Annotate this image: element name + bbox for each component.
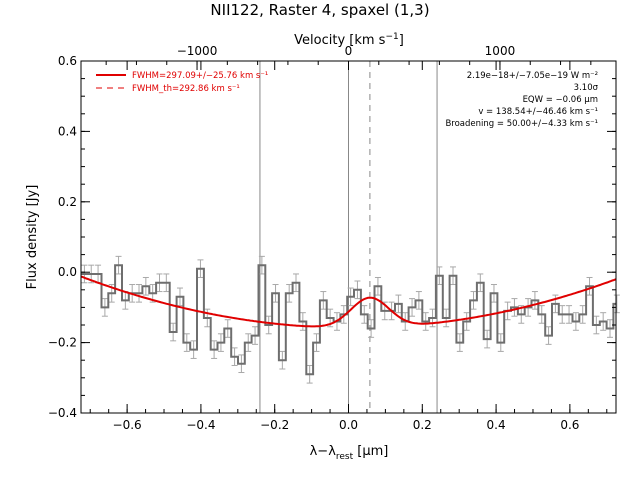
top-tick-label: 0 bbox=[345, 44, 353, 58]
top-axis-label: Velocity [km s−1] bbox=[294, 32, 404, 48]
fit-curve bbox=[80, 275, 617, 328]
x-axis-label: λ−λrest [μm] bbox=[310, 444, 389, 462]
annotation-flux: 2.19e−18+/−7.05e−19 W m⁻² bbox=[467, 71, 598, 81]
legend: FWHM=297.09+/−25.76 km s⁻¹ FWHM_th=292.8… bbox=[96, 71, 268, 94]
y-tick-label: −0.2 bbox=[48, 336, 77, 350]
annotation-velocity: v = 138.54+/−46.46 km s⁻¹ bbox=[478, 107, 598, 117]
legend-label-fwhm: FWHM=297.09+/−25.76 km s⁻¹ bbox=[132, 71, 268, 81]
top-tick-label: 1000 bbox=[485, 44, 516, 58]
y-tick-label: 0.6 bbox=[58, 54, 77, 68]
x-tick-label: 0.2 bbox=[413, 418, 432, 432]
y-tick-label: −0.4 bbox=[48, 406, 77, 420]
x-tick-label: −0.4 bbox=[186, 418, 215, 432]
annotation-significance: 3.10σ bbox=[574, 83, 599, 93]
fit-annotations: 2.19e−18+/−7.05e−19 W m⁻² 3.10σ EQW = −0… bbox=[445, 71, 598, 129]
annotation-broadening: Broadening = 50.00+/−4.33 km s⁻¹ bbox=[445, 119, 598, 129]
x-tick-label: −0.6 bbox=[113, 418, 142, 432]
y-tick-label: 0.0 bbox=[58, 265, 77, 279]
chart-title: NII122, Raster 4, spaxel (1,3) bbox=[210, 1, 429, 19]
spectrum-step-line bbox=[81, 264, 616, 376]
x-tick-label: 0.4 bbox=[487, 418, 506, 432]
y-tick-label: 0.4 bbox=[58, 124, 77, 138]
y-tick-label: 0.2 bbox=[58, 195, 77, 209]
legend-label-fwhm-th: FWHM_th=292.86 km s⁻¹ bbox=[132, 84, 240, 94]
annotation-eqw: EQW = −0.06 μm bbox=[523, 95, 598, 105]
x-tick-label: 0.0 bbox=[339, 418, 358, 432]
top-tick-label: −1000 bbox=[177, 44, 218, 58]
x-tick-label: 0.6 bbox=[560, 418, 579, 432]
plot-area bbox=[80, 61, 620, 413]
y-axis-label: Flux density [Jy] bbox=[25, 185, 40, 290]
x-tick-label: −0.2 bbox=[260, 418, 289, 432]
